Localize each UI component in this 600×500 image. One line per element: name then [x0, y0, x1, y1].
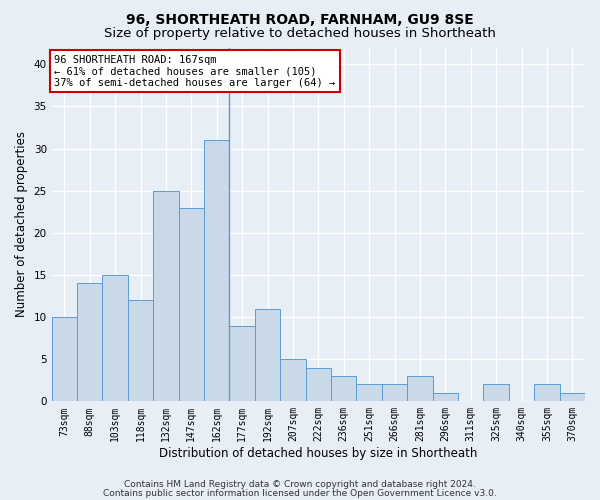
Bar — [331, 376, 356, 402]
Text: 96 SHORTHEATH ROAD: 167sqm
← 61% of detached houses are smaller (105)
37% of sem: 96 SHORTHEATH ROAD: 167sqm ← 61% of deta… — [55, 54, 335, 88]
Text: 96, SHORTHEATH ROAD, FARNHAM, GU9 8SE: 96, SHORTHEATH ROAD, FARNHAM, GU9 8SE — [126, 12, 474, 26]
Bar — [103, 275, 128, 402]
Bar — [305, 368, 331, 402]
Bar — [484, 384, 509, 402]
Bar — [407, 376, 433, 402]
X-axis label: Distribution of detached houses by size in Shortheath: Distribution of detached houses by size … — [159, 447, 478, 460]
Bar — [433, 393, 458, 402]
Bar — [534, 384, 560, 402]
Text: Contains HM Land Registry data © Crown copyright and database right 2024.: Contains HM Land Registry data © Crown c… — [124, 480, 476, 489]
Bar — [229, 326, 255, 402]
Bar — [153, 190, 179, 402]
Bar — [255, 308, 280, 402]
Bar — [179, 208, 204, 402]
Text: Size of property relative to detached houses in Shortheath: Size of property relative to detached ho… — [104, 28, 496, 40]
Bar — [52, 317, 77, 402]
Bar — [280, 359, 305, 402]
Bar — [356, 384, 382, 402]
Bar — [560, 393, 585, 402]
Bar — [382, 384, 407, 402]
Y-axis label: Number of detached properties: Number of detached properties — [15, 132, 28, 318]
Bar — [128, 300, 153, 402]
Bar — [77, 284, 103, 402]
Bar — [204, 140, 229, 402]
Text: Contains public sector information licensed under the Open Government Licence v3: Contains public sector information licen… — [103, 490, 497, 498]
